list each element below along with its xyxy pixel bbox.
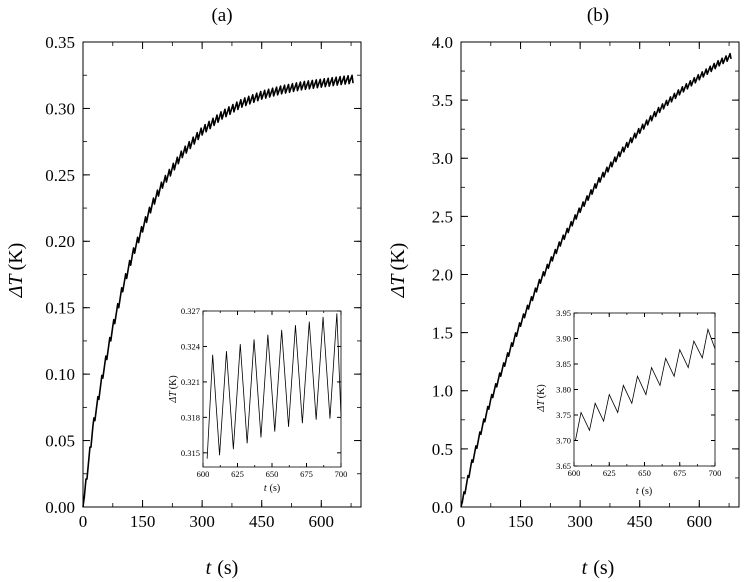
panel-b-x-label-unit: (s): [593, 557, 614, 579]
panel-b-main-x-tick-label: 150: [508, 512, 534, 531]
panel-b-inset-y-tick-label: 3.70: [556, 435, 571, 445]
panel-a-inset-y-label: ΔT(K): [168, 375, 179, 403]
panel-a-main-y-tick-label: 0.25: [45, 166, 75, 185]
panel-b-inset-x-tick-label: 625: [603, 468, 616, 478]
panel-a-main-x-tick-label: 600: [309, 512, 335, 531]
panel-a-main-y-tick-label: 0.05: [45, 432, 75, 451]
panel-b-main-y-tick-label: 2.0: [432, 265, 453, 284]
panel-a-main-y-tick-label: 0.15: [45, 299, 75, 318]
panel-b-inset-y-tick-label: 3.80: [556, 384, 571, 394]
panel-a-y-label-unit: (K): [5, 243, 27, 271]
panel-b-inset-y-label: ΔT(K): [536, 384, 547, 412]
panel-b-inset-y-tick-label: 3.95: [556, 308, 571, 318]
panel-b-inset-y-tick-label: 3.75: [556, 410, 571, 420]
panel-a-inset-x-label-var: t: [264, 483, 267, 494]
panel-a-main-y-tick-label: 0.10: [45, 365, 75, 384]
panel-a-main-x-tick-label: 150: [130, 512, 156, 531]
panel-b-main-x-tick-label: 0: [457, 512, 466, 531]
panel-a: (a) 0 150 300 450 600 0.00 0.05 0.10 0.15 0.20 0.2…: [5, 5, 362, 579]
panel-b-x-label: t (s): [582, 557, 615, 579]
panel-a-y-label-var: ΔT: [5, 273, 27, 299]
panel-a-title: (a): [211, 5, 232, 26]
panel-b-inset-x-label-unit: (s): [642, 486, 653, 497]
panel-b-main-y-tick-label: 0.0: [432, 498, 453, 517]
panel-b-main-y-tick-label: 0.5: [432, 440, 453, 459]
panel-a-y-label: ΔT(K): [5, 243, 27, 299]
panel-a-main-y-tick-label: 0.20: [45, 232, 75, 251]
panel-a-inset-y-tick-label: 0.324: [181, 341, 201, 351]
panel-b-inset-x-tick-label: 600: [568, 468, 581, 478]
panel-b-y-label-unit: (K): [387, 243, 409, 271]
panel-a-inset-series-line: [206, 313, 342, 459]
panel-a-main-x-tick-label: 300: [189, 512, 215, 531]
panel-a-inset-x-tick-label: 625: [231, 469, 244, 479]
panel-b-inset-x-label: t (s): [636, 486, 652, 497]
panel-b-title: (b): [587, 5, 609, 26]
panel-b-main-y-tick-label: 3.0: [432, 149, 453, 168]
panel-b-y-label: ΔT(K): [387, 243, 409, 299]
panel-b-inset-background: [574, 313, 715, 466]
panel-a-inset-x-tick-label: 700: [335, 469, 348, 479]
panel-b-main-y-tick-label: 1.5: [432, 324, 453, 343]
panel-a-inset-x-tick-label: 675: [300, 469, 313, 479]
panel-a-main-x-tick-label: 0: [79, 512, 88, 531]
panel-a-inset-x-label: t (s): [264, 483, 280, 494]
panel-b-inset: ΔT(K) t (s) 600 625 650 675 700 3.65 3.70 3.75 3.…: [536, 308, 721, 497]
panel-b-main-y-tick-label: 1.0: [432, 382, 453, 401]
panel-a-main-y-tick-label: 0.30: [45, 99, 75, 118]
panel-b-x-label-var: t: [582, 557, 588, 579]
panel-b-main-y-tick-label: 3.5: [432, 91, 453, 110]
panel-a-inset: ΔT(K) t (s) 600 625 650 675 700 0.315 0.318 0.32…: [168, 306, 347, 494]
panel-b-inset-x-label-var: t: [636, 486, 639, 497]
panel-b-inset-x-tick-label: 675: [673, 468, 686, 478]
panel-b-inset-y-label-unit: (K): [536, 384, 547, 398]
panel-b-inset-x-tick-label: 700: [709, 468, 722, 478]
panel-a-x-label-unit: (s): [217, 557, 238, 579]
panel-a-inset-y-tick-label: 0.318: [181, 412, 200, 422]
panel-b-inset-series-line: [575, 327, 716, 441]
panel-a-inset-x-tick-label: 650: [266, 469, 279, 479]
panel-a-x-label-var: t: [206, 557, 212, 579]
panel-b-axes-group: 0 150 300 450 600 0.0 0.5 1.0 1.5 2.0 2.5 3.0 3.5 4.0: [432, 33, 740, 531]
panel-b-main-y-tick-label: 2.5: [432, 207, 453, 226]
panel-a-inset-x-tick-label: 600: [197, 469, 210, 479]
panel-b-main-y-tick-label: 4.0: [432, 33, 453, 52]
panel-a-main-x-tick-label: 450: [249, 512, 275, 531]
panel-a-main-y-tick-label: 0.00: [45, 498, 75, 517]
panel-b-y-label-var: ΔT: [387, 273, 409, 299]
panel-a-inset-x-label-unit: (s): [270, 483, 281, 494]
panel-a-inset-y-label-var: ΔT: [168, 390, 179, 404]
panel-a-main-y-tick-label: 0.35: [45, 33, 75, 52]
panel-a-inset-y-label-unit: (K): [168, 375, 179, 389]
panel-b-inset-x-tick-label: 650: [638, 468, 651, 478]
panel-a-x-label: t (s): [206, 557, 239, 579]
panel-b-inset-y-label-var: ΔT: [536, 399, 547, 413]
panel-a-axes-group: 0 150 300 450 600 0.00 0.05 0.10 0.15 0.20 0.25 0.3…: [45, 33, 362, 531]
panel-b-inset-y-tick-label: 3.85: [556, 359, 571, 369]
panel-b-main-x-tick-label: 600: [687, 512, 713, 531]
panel-b-inset-y-tick-label: 3.65: [556, 461, 571, 471]
panel-b-main-x-tick-label: 300: [567, 512, 593, 531]
panel-b-inset-y-tick-label: 3.90: [556, 333, 571, 343]
panel-a-inset-y-tick-label: 0.315: [181, 448, 200, 458]
panel-b-main-series-line: [460, 52, 732, 508]
panel-a-main-series-line: [82, 74, 354, 508]
panel-a-inset-y-tick-label: 0.321: [181, 377, 200, 387]
panel-b-main-x-tick-label: 450: [627, 512, 653, 531]
panel-b: (b) 0 150 300 450 600 0.0 0.5 1.0 1.5 2.0 2.5 3.0 3.…: [387, 5, 740, 579]
panel-a-inset-y-tick-label: 0.327: [181, 306, 200, 316]
